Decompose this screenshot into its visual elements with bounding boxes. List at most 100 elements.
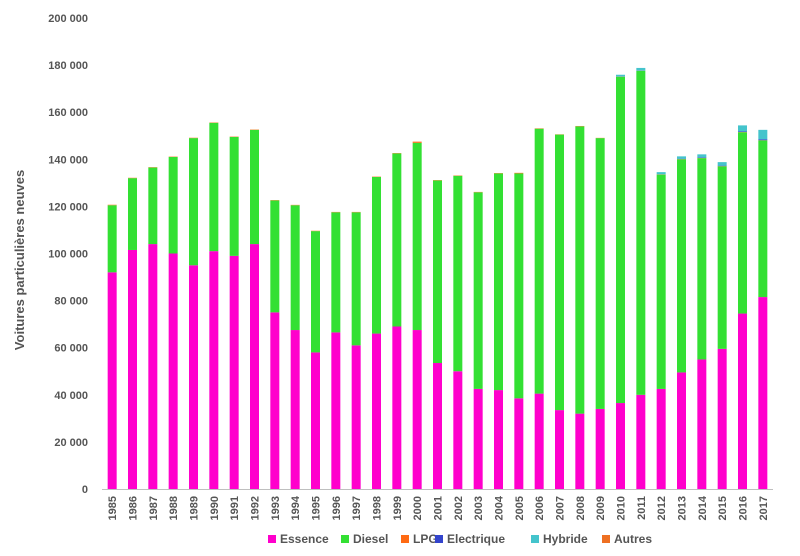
bar-segment-essence [534, 393, 544, 489]
bar-segment-essence [250, 244, 259, 489]
bar-segment-diesel [168, 156, 178, 254]
legend-label-autres: Autres [614, 532, 652, 546]
bar-segment-essence [189, 265, 198, 489]
bar-segment-hybride [656, 172, 666, 175]
bar-segment-diesel [412, 142, 422, 331]
bar-segment-diesel [209, 122, 219, 252]
bar-segment-diesel [514, 173, 524, 399]
bar-segment-essence [331, 332, 341, 489]
x-tick-label: 2004 [494, 495, 506, 520]
bar-segment-diesel [270, 200, 280, 313]
bar-segment-diesel [534, 128, 544, 394]
bar-segment-diesel [555, 134, 564, 411]
x-tick-label: 2015 [717, 496, 729, 520]
x-tick-label: 1987 [148, 496, 160, 520]
y-tick-label: 20 000 [54, 437, 88, 449]
legend-label-lpg: LPG [413, 532, 438, 546]
y-axis-title: Voitures particulières neuves [12, 170, 27, 350]
bar-segment-diesel [250, 129, 259, 245]
x-tick-label: 2007 [555, 496, 567, 520]
x-tick-label: 1991 [229, 496, 241, 520]
x-tick-label: 1996 [331, 496, 343, 520]
bar-segment-essence [311, 352, 320, 489]
bar-segment-hybride [738, 125, 747, 132]
bar-segment-essence [636, 394, 646, 489]
bar-segment-diesel [453, 175, 463, 372]
x-axis: 1985 1986 1987 1988 1989 1990 1991 1992 1993 1994… [107, 495, 770, 520]
bar-segment-essence [758, 297, 768, 489]
bar-segment-essence [168, 253, 178, 489]
bar-segment-diesel [372, 176, 381, 334]
bar-segment-electrique [758, 139, 768, 141]
x-tick-label: 1986 [128, 496, 140, 520]
x-tick-label: 1995 [311, 496, 323, 520]
x-tick-label: 2002 [453, 496, 465, 520]
bar-segment-essence [656, 388, 666, 489]
legend-swatch-lpg [401, 535, 409, 543]
y-axis: 0 20 000 40 000 60 000 80 000 100 000 120 000 1… [48, 13, 88, 496]
x-tick-label: 1994 [290, 495, 302, 520]
x-tick-label: 2005 [514, 496, 526, 520]
x-tick-label: 2011 [636, 496, 648, 520]
x-tick-label: 2017 [758, 496, 770, 520]
bar-segment-diesel [473, 192, 483, 389]
bar-segment-essence [412, 330, 422, 489]
bar-segment-essence [433, 363, 442, 489]
x-tick-label: 1997 [351, 496, 363, 520]
x-tick-label: 2006 [534, 496, 546, 520]
bar-segment-diesel [392, 153, 402, 327]
bar-segment-hybride [758, 129, 768, 140]
x-tick-label: 1990 [209, 496, 221, 520]
bar-segment-essence [392, 326, 402, 489]
bar-segment-essence [372, 333, 381, 489]
legend-label-essence: Essence [280, 532, 329, 546]
bar-segment-diesel [433, 180, 442, 364]
bar-segment-hybride [677, 156, 686, 159]
y-tick-label: 140 000 [48, 154, 88, 166]
x-tick-label: 2000 [412, 496, 424, 520]
legend-swatch-hybride [531, 535, 539, 543]
bar-segment-essence [209, 251, 219, 489]
bar-segment-diesel [677, 159, 686, 373]
x-tick-label: 1985 [107, 496, 119, 520]
y-tick-label: 180 000 [48, 60, 88, 72]
y-tick-label: 60 000 [54, 343, 88, 355]
legend-swatch-electrique [435, 535, 443, 543]
bar-segment-diesel [189, 138, 198, 266]
y-tick-label: 120 000 [48, 201, 88, 213]
y-tick-label: 0 [82, 484, 88, 496]
bar-segment-essence [453, 371, 463, 489]
bar-segment-essence [717, 348, 727, 489]
x-tick-label: 2016 [738, 496, 750, 520]
x-tick-label: 1988 [168, 496, 180, 520]
bar-segment-hybride [636, 67, 646, 71]
bar-segment-diesel [290, 205, 300, 331]
bar-segment-diesel [717, 166, 727, 349]
x-tick-label: 1992 [250, 496, 262, 520]
bar-segment-hybride [616, 74, 625, 77]
bar-segment-diesel [494, 173, 503, 391]
bar-segment-essence [697, 359, 707, 489]
x-tick-label: 2008 [575, 496, 587, 520]
bar-segment-essence [494, 390, 503, 489]
bar-segment-essence [473, 388, 483, 489]
bar-segment-diesel [636, 70, 646, 395]
bar-segment-diesel [575, 126, 585, 414]
x-tick-label: 1999 [392, 496, 404, 520]
x-tick-label: 1993 [270, 496, 282, 520]
x-tick-label: 2014 [697, 495, 709, 520]
bar-segment-lpg [412, 141, 422, 143]
bar-segment-diesel [148, 167, 158, 245]
x-tick-label: 2001 [433, 496, 445, 520]
bar-segment-diesel [128, 178, 137, 250]
bar-segment-essence [575, 413, 585, 489]
bar-segment-diesel [351, 212, 361, 346]
bar-segment-essence [148, 244, 158, 489]
legend-swatch-diesel [341, 535, 349, 543]
bar-segment-essence [595, 408, 605, 489]
bar-segment-essence [738, 313, 747, 489]
bar-segment-hybride [697, 154, 707, 158]
x-tick-label: 2013 [677, 496, 689, 520]
bar-segment-essence [351, 345, 361, 489]
